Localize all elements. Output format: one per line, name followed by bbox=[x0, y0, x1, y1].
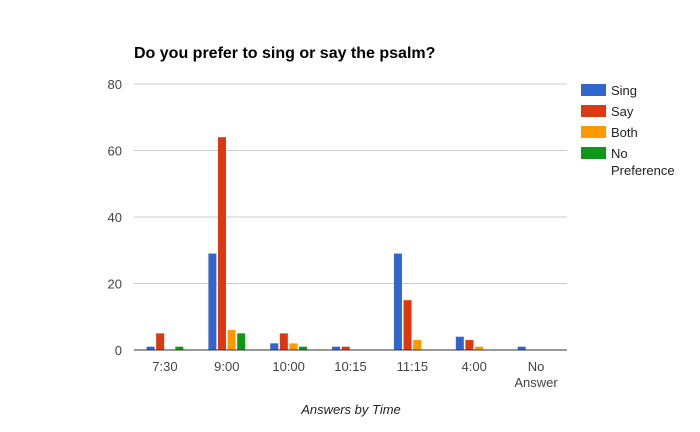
bar-say bbox=[217, 137, 226, 350]
bar-say bbox=[403, 300, 412, 350]
bar-both bbox=[413, 340, 422, 350]
x-tick-label: 10:00 bbox=[272, 359, 305, 374]
bar-sing bbox=[332, 346, 341, 350]
bar-both bbox=[227, 330, 236, 350]
x-tick-label: 11:15 bbox=[397, 359, 429, 374]
legend-swatch bbox=[581, 147, 606, 159]
bars bbox=[146, 137, 526, 350]
legend-label: Say bbox=[611, 104, 634, 119]
bar-sing bbox=[455, 336, 464, 350]
x-tick-label: 7:30 bbox=[152, 359, 177, 374]
y-axis-ticks: 0 20 40 60 80 bbox=[108, 77, 122, 358]
bar-sing bbox=[208, 253, 217, 350]
bar-both bbox=[475, 346, 484, 350]
x-tick-label: 10:15 bbox=[334, 359, 367, 374]
gridlines bbox=[134, 83, 567, 284]
bar-no-preference bbox=[299, 346, 308, 350]
x-tick-label: No Answer bbox=[514, 359, 558, 390]
legend-swatch bbox=[581, 126, 606, 138]
bar-say bbox=[279, 333, 288, 350]
legend-swatch bbox=[581, 84, 606, 96]
legend-label: No Preference bbox=[611, 146, 675, 178]
y-tick-label: 40 bbox=[108, 210, 122, 225]
bar-say bbox=[156, 333, 165, 350]
bar-say bbox=[341, 346, 350, 350]
bar-both bbox=[289, 343, 298, 350]
legend-swatch bbox=[581, 105, 606, 117]
y-tick-label: 80 bbox=[108, 77, 122, 92]
bar-sing bbox=[270, 343, 279, 350]
bar-sing bbox=[146, 346, 155, 350]
bar-no-preference bbox=[237, 333, 246, 350]
bar-sing bbox=[393, 253, 402, 350]
x-tick-label: 9:00 bbox=[214, 359, 239, 374]
y-tick-label: 60 bbox=[108, 144, 122, 159]
y-tick-label: 0 bbox=[115, 343, 122, 358]
bar-sing bbox=[517, 346, 526, 350]
legend-label: Both bbox=[611, 125, 638, 140]
legend-label: Sing bbox=[611, 83, 637, 98]
chart-title: Do you prefer to sing or say the psalm? bbox=[134, 45, 435, 62]
x-tick-label: 4:00 bbox=[462, 359, 487, 374]
x-axis-ticks: 7:30 9:00 10:00 10:15 11:15 4:00 No Answer bbox=[152, 359, 558, 390]
bar-no-preference bbox=[175, 346, 184, 350]
bar-say bbox=[465, 340, 474, 350]
x-axis-title: Answers by Time bbox=[300, 402, 401, 417]
legend: Sing Say Both No Preference bbox=[581, 83, 675, 178]
y-tick-label: 20 bbox=[108, 277, 122, 292]
